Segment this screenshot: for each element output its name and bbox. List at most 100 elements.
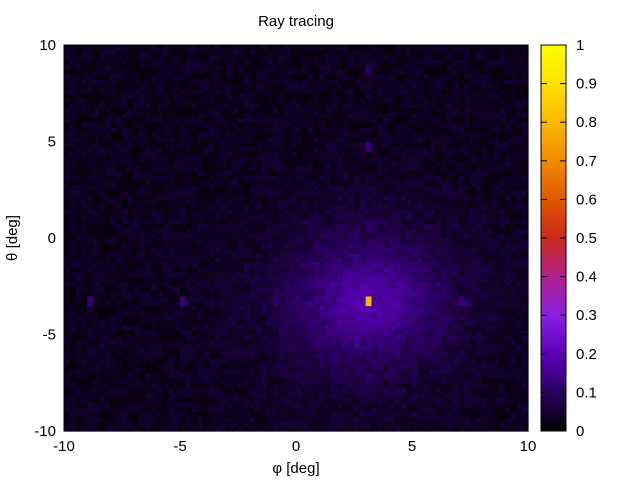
heatmap-cell bbox=[464, 262, 471, 268]
heatmap-cell bbox=[452, 233, 459, 239]
heatmap-cell bbox=[168, 165, 175, 172]
heatmap-cell bbox=[87, 382, 94, 389]
heatmap-cell bbox=[156, 218, 164, 225]
heatmap-cell bbox=[214, 305, 222, 311]
heatmap-cell bbox=[255, 180, 262, 186]
heatmap-cell bbox=[214, 262, 222, 268]
heatmap-cell bbox=[75, 324, 82, 331]
heatmap-cell bbox=[493, 363, 500, 369]
heatmap-cell bbox=[232, 136, 239, 143]
heatmap-cell bbox=[412, 218, 419, 225]
heatmap-cell bbox=[110, 209, 117, 215]
heatmap-cell bbox=[348, 218, 355, 225]
heatmap-cell bbox=[325, 257, 332, 263]
heatmap-cell bbox=[87, 276, 94, 283]
heatmap-cell bbox=[69, 242, 77, 249]
heatmap-cell bbox=[93, 184, 100, 191]
heatmap-cell bbox=[203, 334, 210, 340]
heatmap-cell bbox=[255, 242, 262, 249]
heatmap-cell bbox=[359, 199, 367, 205]
heatmap-cell bbox=[423, 281, 430, 287]
heatmap-cell bbox=[342, 300, 349, 307]
heatmap-cell bbox=[301, 204, 309, 210]
heatmap-cell bbox=[388, 146, 396, 152]
heatmap-cell bbox=[412, 146, 419, 152]
heatmap-cell bbox=[174, 247, 181, 254]
heatmap-cell bbox=[238, 426, 245, 432]
heatmap-cell bbox=[417, 209, 425, 215]
heatmap-cell bbox=[267, 363, 274, 369]
heatmap-cell bbox=[354, 209, 361, 215]
heatmap-cell bbox=[313, 426, 320, 432]
heatmap-cell bbox=[307, 160, 314, 167]
heatmap-cell bbox=[98, 286, 106, 292]
heatmap-cell bbox=[156, 387, 164, 393]
heatmap-cell bbox=[354, 344, 361, 350]
heatmap-cell bbox=[197, 194, 204, 200]
heatmap-cell bbox=[81, 194, 88, 200]
heatmap-cell bbox=[383, 238, 390, 244]
heatmap-cell bbox=[435, 320, 442, 326]
heatmap-cell bbox=[400, 160, 407, 167]
heatmap-cell bbox=[104, 271, 111, 278]
heatmap-cell bbox=[209, 228, 216, 234]
heatmap-cell bbox=[87, 131, 94, 138]
heatmap-cell bbox=[499, 382, 506, 389]
heatmap-cell bbox=[75, 406, 82, 413]
heatmap-cell bbox=[319, 218, 326, 225]
heatmap-cell bbox=[441, 344, 448, 350]
heatmap-cell bbox=[493, 324, 500, 331]
heatmap-cell bbox=[220, 204, 227, 210]
heatmap-cell bbox=[243, 180, 251, 186]
heatmap-cell bbox=[75, 426, 82, 432]
heatmap-cell bbox=[174, 392, 181, 398]
heatmap-cell bbox=[133, 160, 140, 167]
heatmap-cell bbox=[203, 397, 210, 403]
heatmap-cell bbox=[319, 165, 326, 172]
heatmap-cell bbox=[452, 199, 459, 205]
heatmap-cell bbox=[174, 281, 181, 287]
heatmap-cell bbox=[423, 310, 430, 316]
heatmap-cell bbox=[203, 233, 210, 239]
heatmap-cell bbox=[209, 411, 216, 418]
heatmap-cell bbox=[249, 363, 256, 369]
heatmap-cell bbox=[342, 218, 349, 225]
heatmap-cell bbox=[272, 368, 280, 374]
heatmap-cell bbox=[249, 334, 256, 340]
heatmap-cell bbox=[255, 276, 262, 283]
heatmap-cell bbox=[261, 131, 268, 138]
heatmap-cell bbox=[255, 411, 262, 418]
heatmap-cell bbox=[261, 426, 268, 432]
heatmap-cell bbox=[156, 373, 164, 379]
heatmap-cell bbox=[371, 291, 378, 297]
heatmap-cell bbox=[464, 334, 471, 340]
heatmap-cell bbox=[313, 252, 320, 258]
heatmap-cell bbox=[359, 281, 367, 287]
heatmap-cell bbox=[272, 276, 280, 283]
heatmap-cell bbox=[238, 266, 245, 273]
heatmap-cell bbox=[81, 151, 88, 157]
heatmap-cell bbox=[504, 368, 512, 374]
heatmap-cell bbox=[180, 136, 187, 143]
heatmap-cell bbox=[429, 218, 436, 225]
heatmap-cell bbox=[504, 257, 512, 263]
heatmap-cell bbox=[203, 281, 210, 287]
heatmap-cell bbox=[272, 223, 280, 229]
heatmap-cell bbox=[278, 141, 285, 147]
heatmap-cell bbox=[290, 252, 297, 258]
heatmap-cell bbox=[470, 146, 477, 152]
heatmap-cell bbox=[313, 233, 320, 239]
heatmap-cell bbox=[243, 218, 251, 225]
heatmap-cell bbox=[354, 141, 361, 147]
heatmap-cell bbox=[151, 411, 158, 418]
heatmap-cell bbox=[284, 209, 291, 215]
heatmap-cell bbox=[354, 252, 361, 258]
heatmap-cell bbox=[406, 276, 413, 283]
heatmap-cell bbox=[400, 334, 407, 340]
heatmap-cell bbox=[174, 209, 181, 215]
heatmap-cell bbox=[75, 315, 82, 321]
heatmap-cell bbox=[441, 411, 448, 418]
heatmap-cell bbox=[342, 320, 349, 326]
heatmap-cell bbox=[481, 373, 488, 379]
heatmap-cell bbox=[342, 155, 349, 162]
